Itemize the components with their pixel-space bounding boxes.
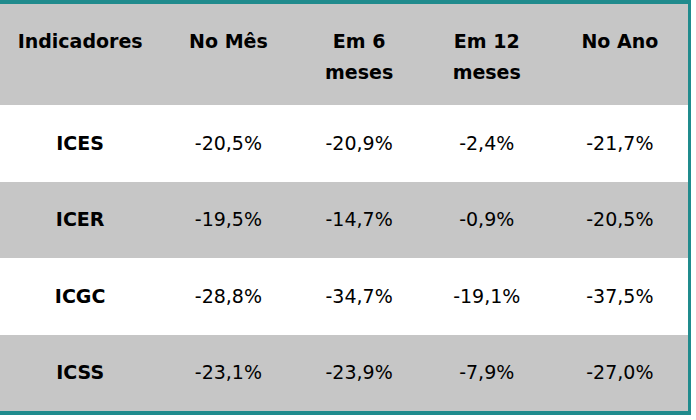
table-cell: -34,7% [297,258,422,335]
table-cell: -20,5% [160,105,296,182]
table-cell: -0,9% [422,182,552,259]
table-cell: -37,5% [552,258,688,335]
table-header-row: Indicadores No Mês Em 6 meses Em 12 mese… [0,4,688,105]
table-cell: -28,8% [160,258,296,335]
column-header-em-6-meses: Em 6 meses [297,4,422,105]
column-header-label: No Mês [189,26,268,57]
column-header-em-12-meses: Em 12 meses [422,4,552,105]
table-cell: -2,4% [422,105,552,182]
table-row-ices: ICES -20,5% -20,9% -2,4% -21,7% [0,105,688,182]
table-cell: -7,9% [422,335,552,412]
table-row-icer: ICER -19,5% -14,7% -0,9% -20,5% [0,182,688,259]
table-cell: -20,9% [297,105,422,182]
row-label: ICSS [0,335,160,412]
column-header-indicadores: Indicadores [0,4,160,105]
column-header-no-ano: No Ano [552,4,688,105]
column-header-label: No Ano [581,26,658,57]
table-cell: -19,5% [160,182,296,259]
row-label: ICER [0,182,160,259]
table-cell: -14,7% [297,182,422,259]
row-label: ICGC [0,258,160,335]
row-label: ICES [0,105,160,182]
column-header-label: Indicadores [18,26,143,57]
indicators-table: Indicadores No Mês Em 6 meses Em 12 mese… [0,0,691,415]
table-cell: -20,5% [552,182,688,259]
column-header-label: Em 12 meses [448,26,526,89]
table-row-icss: ICSS -23,1% -23,9% -7,9% -27,0% [0,335,688,412]
table-cell: -19,1% [422,258,552,335]
table-row-icgc: ICGC -28,8% -34,7% -19,1% -37,5% [0,258,688,335]
table-cell: -23,1% [160,335,296,412]
table-cell: -27,0% [552,335,688,412]
table-cell: -23,9% [297,335,422,412]
column-header-label: Em 6 meses [320,26,398,89]
column-header-no-mes: No Mês [160,4,296,105]
table-cell: -21,7% [552,105,688,182]
